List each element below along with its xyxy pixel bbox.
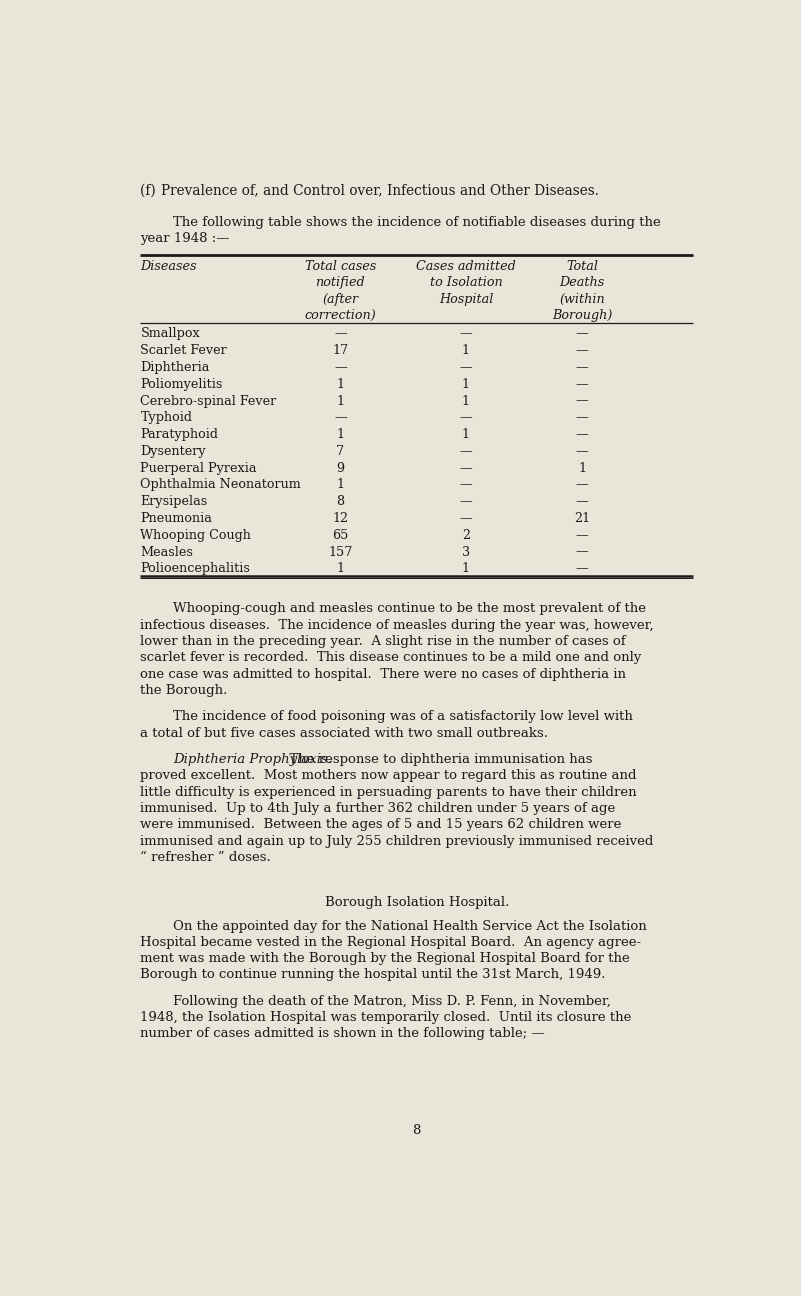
Text: 12: 12 <box>332 512 348 525</box>
Text: —: — <box>576 377 589 390</box>
Text: year 1948 :—: year 1948 :— <box>140 232 230 245</box>
Text: little difficulty is experienced in persuading parents to have their children: little difficulty is experienced in pers… <box>140 785 637 798</box>
Text: —: — <box>460 445 473 457</box>
Text: 1: 1 <box>336 428 344 441</box>
Text: 2: 2 <box>462 529 470 542</box>
Text: were immunised.  Between the ages of 5 and 15 years 62 children were: were immunised. Between the ages of 5 an… <box>140 818 622 831</box>
Text: 1: 1 <box>462 394 470 407</box>
Text: Following the death of the Matron, Miss D. P. Fenn, in November,: Following the death of the Matron, Miss … <box>173 995 611 1008</box>
Text: scarlet fever is recorded.  This disease continues to be a mild one and only: scarlet fever is recorded. This disease … <box>140 652 642 665</box>
Text: —: — <box>334 362 347 375</box>
Text: 1: 1 <box>336 562 344 575</box>
Text: Diseases: Diseases <box>140 259 197 272</box>
Text: a total of but five cases associated with two small outbreaks.: a total of but five cases associated wit… <box>140 727 549 740</box>
Text: Borough Isolation Hospital.: Borough Isolation Hospital. <box>324 897 509 910</box>
Text: The following table shows the incidence of notifiable diseases during the: The following table shows the incidence … <box>173 215 661 228</box>
Text: Poliomyelitis: Poliomyelitis <box>140 377 223 390</box>
Text: —: — <box>576 345 589 358</box>
Text: Hospital became vested in the Regional Hospital Board.  An agency agree-: Hospital became vested in the Regional H… <box>140 936 642 949</box>
Text: Cases admitted
to Isolation
Hospital: Cases admitted to Isolation Hospital <box>416 259 516 306</box>
Text: the Borough.: the Borough. <box>140 684 227 697</box>
Text: Prevalence of, and Control over, Infectious and Other Diseases.: Prevalence of, and Control over, Infecti… <box>161 183 599 197</box>
Text: Scarlet Fever: Scarlet Fever <box>140 345 227 358</box>
Text: Pneumonia: Pneumonia <box>140 512 212 525</box>
Text: On the appointed day for the National Health Service Act the Isolation: On the appointed day for the National He… <box>173 920 646 933</box>
Text: 1: 1 <box>578 461 586 474</box>
Text: 3: 3 <box>462 546 470 559</box>
Text: 157: 157 <box>328 546 352 559</box>
Text: 21: 21 <box>574 512 590 525</box>
Text: Total cases
notified
(after
correction): Total cases notified (after correction) <box>304 259 376 323</box>
Text: Dysentery: Dysentery <box>140 445 206 457</box>
Text: 1: 1 <box>462 377 470 390</box>
Text: 1: 1 <box>336 377 344 390</box>
Text: —: — <box>460 495 473 508</box>
Text: number of cases admitted is shown in the following table; —: number of cases admitted is shown in the… <box>140 1028 545 1041</box>
Text: proved excellent.  Most mothers now appear to regard this as routine and: proved excellent. Most mothers now appea… <box>140 770 637 783</box>
Text: Smallpox: Smallpox <box>140 328 200 341</box>
Text: Diphtheria Prophylaxis.: Diphtheria Prophylaxis. <box>173 753 332 766</box>
Text: immunised and again up to July 255 children previously immunised received: immunised and again up to July 255 child… <box>140 835 654 848</box>
Text: Whooping-cough and measles continue to be the most prevalent of the: Whooping-cough and measles continue to b… <box>173 603 646 616</box>
Text: “ refresher ” doses.: “ refresher ” doses. <box>140 851 272 864</box>
Text: Borough to continue running the hospital until the 31st March, 1949.: Borough to continue running the hospital… <box>140 968 606 981</box>
Text: Whooping Cough: Whooping Cough <box>140 529 252 542</box>
Text: lower than in the preceding year.  A slight rise in the number of cases of: lower than in the preceding year. A slig… <box>140 635 626 648</box>
Text: 1948, the Isolation Hospital was temporarily closed.  Until its closure the: 1948, the Isolation Hospital was tempora… <box>140 1011 632 1024</box>
Text: —: — <box>576 562 589 575</box>
Text: 1: 1 <box>462 562 470 575</box>
Text: —: — <box>334 328 347 341</box>
Text: 1: 1 <box>336 394 344 407</box>
Text: —: — <box>460 362 473 375</box>
Text: Diphtheria: Diphtheria <box>140 362 210 375</box>
Text: —: — <box>576 411 589 424</box>
Text: The incidence of food poisoning was of a satisfactorily low level with: The incidence of food poisoning was of a… <box>173 710 633 723</box>
Text: —: — <box>460 512 473 525</box>
Text: Measles: Measles <box>140 546 193 559</box>
Text: 8: 8 <box>413 1124 421 1137</box>
Text: Erysipelas: Erysipelas <box>140 495 207 508</box>
Text: —: — <box>576 478 589 491</box>
Text: —: — <box>576 394 589 407</box>
Text: 17: 17 <box>332 345 348 358</box>
Text: 1: 1 <box>462 345 470 358</box>
Text: —: — <box>576 495 589 508</box>
Text: Total
Deaths
(within
Borough): Total Deaths (within Borough) <box>552 259 612 323</box>
Text: Cerebro-spinal Fever: Cerebro-spinal Fever <box>140 394 276 407</box>
Text: Ophthalmia Neonatorum: Ophthalmia Neonatorum <box>140 478 301 491</box>
Text: —: — <box>576 428 589 441</box>
Text: —: — <box>576 445 589 457</box>
Text: —: — <box>576 362 589 375</box>
Text: 1: 1 <box>462 428 470 441</box>
Text: —: — <box>576 546 589 559</box>
Text: 9: 9 <box>336 461 344 474</box>
Text: —: — <box>576 529 589 542</box>
Text: 65: 65 <box>332 529 348 542</box>
Text: —: — <box>460 478 473 491</box>
Text: —: — <box>334 411 347 424</box>
Text: one case was admitted to hospital.  There were no cases of diphtheria in: one case was admitted to hospital. There… <box>140 667 626 680</box>
Text: Puerperal Pyrexia: Puerperal Pyrexia <box>140 461 257 474</box>
Text: 7: 7 <box>336 445 344 457</box>
Text: —: — <box>576 328 589 341</box>
Text: —: — <box>460 328 473 341</box>
Text: (f): (f) <box>140 183 165 197</box>
Text: The response to diphtheria immunisation has: The response to diphtheria immunisation … <box>281 753 593 766</box>
Text: ment was made with the Borough by the Regional Hospital Board for the: ment was made with the Borough by the Re… <box>140 953 630 966</box>
Text: Polioencephalitis: Polioencephalitis <box>140 562 250 575</box>
Text: infectious diseases.  The incidence of measles during the year was, however,: infectious diseases. The incidence of me… <box>140 618 654 631</box>
Text: Paratyphoid: Paratyphoid <box>140 428 219 441</box>
Text: 8: 8 <box>336 495 344 508</box>
Text: immunised.  Up to 4th July a further 362 children under 5 years of age: immunised. Up to 4th July a further 362 … <box>140 802 616 815</box>
Text: Typhoid: Typhoid <box>140 411 192 424</box>
Text: —: — <box>460 461 473 474</box>
Text: —: — <box>460 411 473 424</box>
Text: 1: 1 <box>336 478 344 491</box>
